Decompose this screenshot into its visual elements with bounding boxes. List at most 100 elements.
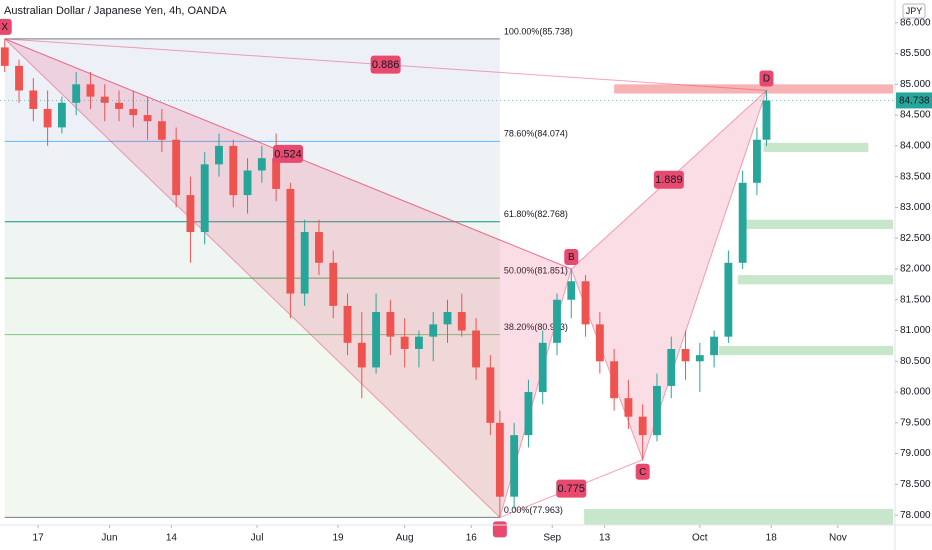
target-box	[763, 142, 869, 153]
candle-body	[343, 305, 352, 343]
candle-body	[100, 96, 109, 103]
ratio-label: 1.889	[655, 174, 683, 186]
candle-body	[524, 392, 533, 436]
candle-body	[215, 145, 223, 165]
fib-band	[4, 278, 500, 335]
x-tick-label: Jul	[251, 533, 264, 544]
candle-body	[581, 281, 590, 325]
candle-body	[567, 281, 576, 300]
fib-label: 61.80%(82.768)	[504, 209, 568, 219]
ratio-box	[556, 479, 587, 498]
candle-body	[115, 102, 123, 109]
y-tick-label: 84.000	[900, 141, 931, 152]
candle-body	[257, 158, 266, 171]
candle-body	[638, 416, 647, 436]
fib-label: 38.20%(80.933)	[504, 322, 568, 332]
candle-body	[486, 367, 495, 423]
pattern-point	[635, 463, 650, 480]
candle-body	[29, 90, 38, 109]
candle-body	[129, 108, 138, 116]
last-price-label: 84.738	[899, 96, 930, 107]
candle-body	[553, 299, 561, 343]
candle-body	[286, 188, 295, 294]
x-tick-label: Nov	[829, 533, 847, 544]
pattern-point	[759, 70, 774, 87]
x-tick-label: Oct	[692, 533, 708, 544]
candle-body	[762, 100, 771, 140]
candle-body	[415, 336, 423, 349]
candle-body	[724, 262, 733, 337]
candle-body	[653, 385, 661, 436]
pattern-point	[564, 248, 579, 265]
currency: JPY	[906, 6, 923, 16]
candle-body	[695, 355, 704, 362]
candle-body	[72, 84, 81, 103]
ratio-label: 0.524	[274, 148, 302, 160]
candle-body	[200, 164, 209, 233]
candle-body	[510, 435, 519, 497]
candle-body	[400, 336, 409, 349]
fib-label: 100.00%(85.738)	[504, 26, 573, 36]
pattern-point-label: B	[568, 252, 575, 263]
candle-body	[186, 195, 195, 233]
y-tick-label: 83.500	[900, 171, 931, 182]
ratio-label: 0.775	[558, 483, 586, 495]
x-tick-label: Aug	[396, 533, 414, 544]
ratio-box	[273, 144, 304, 163]
candle-body	[357, 342, 366, 368]
candle-body	[143, 115, 152, 122]
candle-body	[457, 312, 466, 331]
target-box	[584, 508, 894, 525]
ratio-box	[653, 170, 684, 189]
chart-title: Australian Dollar / Japanese Yen, 4h, OA…	[4, 5, 227, 17]
candle-body	[157, 121, 166, 140]
candle-body	[610, 361, 619, 399]
candle-body	[753, 139, 761, 183]
candle-body	[595, 324, 604, 362]
candle-body	[172, 139, 181, 196]
y-tick-label: 81.000	[900, 325, 931, 336]
candle-body	[710, 336, 719, 356]
y-tick-label: 84.500	[900, 110, 931, 121]
candle-body	[86, 84, 95, 97]
y-tick-label: 85.000	[900, 79, 931, 90]
fib-label: 50.00%(81.851)	[504, 266, 568, 276]
candle-body	[300, 232, 309, 294]
candle-body	[738, 182, 747, 263]
y-tick-label: 79.000	[900, 448, 931, 459]
candle-body	[229, 145, 238, 196]
ratio-box	[370, 55, 401, 74]
y-tick-label: 78.500	[900, 479, 931, 490]
fib-label: 78.60%(84.074)	[504, 129, 568, 139]
x-tick-label: Sep	[543, 533, 561, 544]
candle-body	[243, 170, 252, 196]
candle-body	[57, 102, 66, 128]
candle-body	[315, 232, 323, 263]
x-tick-label: 16	[466, 533, 478, 544]
x-tick-label: 17	[33, 533, 45, 544]
candle-body	[495, 422, 504, 497]
target-box	[614, 84, 894, 94]
last-price-badge	[896, 92, 932, 109]
pattern-point-label: X	[1, 22, 8, 33]
y-tick-label: 79.500	[900, 417, 931, 428]
plot-area: 100.00%(85.738) 78.60%(84.074) 61.80%(82.7…	[0, 18, 894, 538]
fib-band	[4, 334, 500, 518]
candle-body	[538, 342, 547, 393]
y-tick-label: 80.000	[900, 387, 931, 398]
candle-body	[667, 348, 676, 386]
fib-band	[4, 221, 500, 279]
candle-body	[272, 158, 281, 189]
x-tick-label: 18	[766, 533, 778, 544]
x-tick-label: Jun	[101, 533, 117, 544]
ratio-label: 0.886	[372, 59, 400, 71]
candle-body	[443, 312, 452, 325]
candle-body	[0, 47, 9, 66]
candle-body	[681, 348, 690, 362]
candle-body	[624, 398, 633, 417]
fib-band	[4, 141, 500, 222]
candle-body	[472, 330, 480, 368]
y-tick-label: 86.000	[900, 17, 931, 28]
y-tick-label: 82.500	[900, 233, 931, 244]
